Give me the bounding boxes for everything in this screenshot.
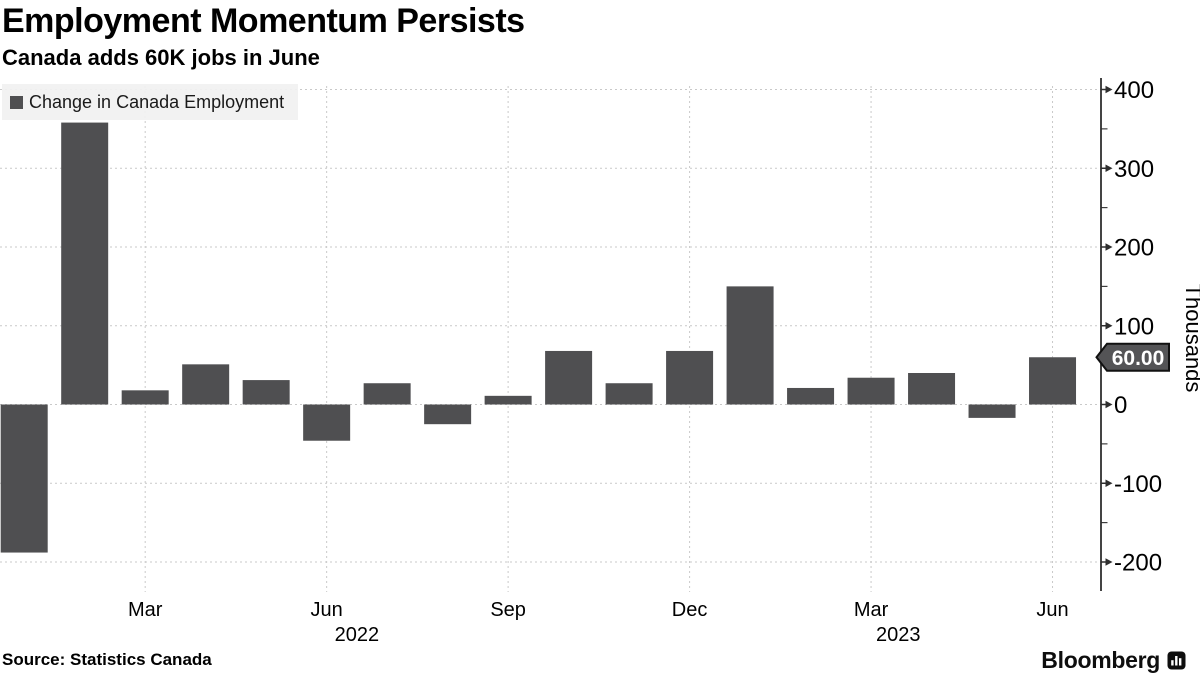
- bar-jan-2023: [726, 286, 774, 405]
- x-tick-label: Mar: [854, 599, 889, 621]
- bar-apr-2023: [908, 373, 956, 405]
- x-year-label: 2023: [876, 624, 921, 646]
- bar-apr-2022: [182, 364, 230, 405]
- bar-jan-2022: [0, 404, 48, 553]
- source-note: Source: Statistics Canada: [2, 650, 212, 669]
- bar-oct-2022: [545, 350, 593, 405]
- bar-mar-2022: [121, 390, 169, 405]
- bar-sep-2022: [484, 395, 532, 405]
- y-tick-label: 400: [1114, 77, 1154, 104]
- x-axis-labels: Mar Jun Sep Dec Mar Jun 2022 2023: [128, 599, 1069, 646]
- bar-jun-2022: [303, 404, 351, 441]
- bloomberg-terminal-icon: [1167, 651, 1186, 670]
- y-axis: 400 300 200 100 0 -100 -200: [1100, 77, 1162, 591]
- y-tick-label: 300: [1114, 156, 1154, 183]
- chart-subtitle: Canada adds 60K jobs in June: [2, 45, 320, 70]
- bar-feb-2023: [787, 387, 835, 405]
- bar-jun-2023: [1029, 357, 1077, 405]
- x-year-label: 2022: [335, 624, 380, 646]
- bar-may-2023: [968, 404, 1016, 418]
- x-tick-label: Sep: [490, 599, 526, 621]
- bloomberg-logo: Bloomberg: [1041, 647, 1186, 674]
- callout-value: 60.00: [1112, 347, 1165, 370]
- bars: [0, 122, 1077, 553]
- bar-jul-2022: [363, 383, 411, 405]
- y-tick-label: 100: [1114, 313, 1154, 340]
- bar-mar-2023: [847, 377, 895, 405]
- y-axis-title: Thousands: [1181, 284, 1200, 393]
- callout-badge: [1095, 342, 1170, 372]
- x-tick-label: Jun: [1036, 599, 1068, 621]
- y-axis-title: Thousands: [1181, 284, 1200, 393]
- bar-dec-2022: [666, 350, 714, 405]
- x-tick-label: Dec: [672, 599, 708, 621]
- bar-may-2022: [242, 380, 290, 405]
- y-tick-label: 0: [1114, 392, 1127, 419]
- y-tick-label: -100: [1114, 471, 1162, 498]
- bar-nov-2022: [605, 383, 653, 405]
- legend-label: Change in Canada Employment: [29, 91, 285, 112]
- y-tick-label: -200: [1114, 550, 1162, 577]
- legend: Change in Canada Employment: [2, 84, 299, 120]
- chart-title: Employment Momentum Persists: [2, 2, 525, 40]
- x-tick-label: Mar: [128, 599, 163, 621]
- x-tick-label: Jun: [311, 599, 343, 621]
- bar-aug-2022: [424, 404, 472, 425]
- last-value-callout: 60.00: [1095, 342, 1170, 372]
- bar-feb-2022: [61, 122, 109, 405]
- bloomberg-wordmark: Bloomberg: [1041, 647, 1160, 673]
- gridlines: [0, 86, 1101, 592]
- y-tick-label: 200: [1114, 235, 1154, 262]
- legend-swatch-icon: [10, 95, 23, 109]
